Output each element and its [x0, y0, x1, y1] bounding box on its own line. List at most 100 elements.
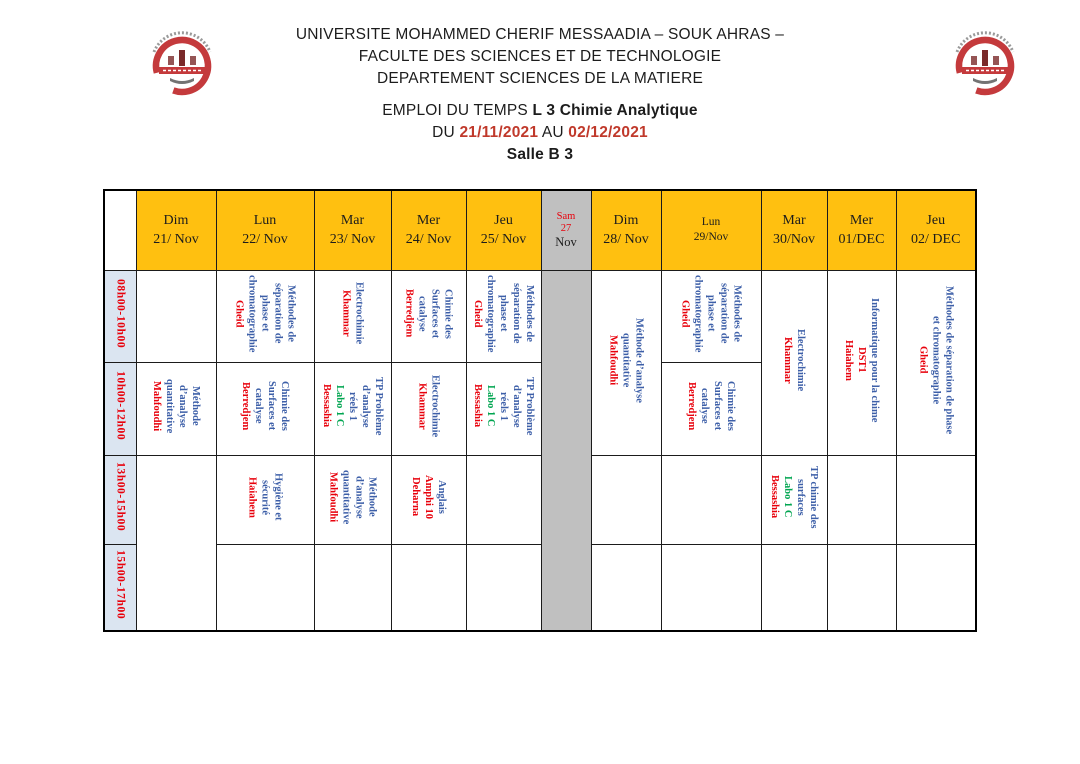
day-header-line: Jeu — [926, 213, 946, 229]
day-header-line: Sam — [556, 211, 576, 223]
course-line: phase et — [259, 295, 271, 332]
course-line: Bessashia — [769, 475, 780, 519]
course-line: catalyse — [699, 388, 710, 424]
time-slot-cell: 13h00-15h00 — [103, 454, 137, 545]
course-line: TP Problème — [524, 376, 535, 436]
course-line: Mahfoudhi — [607, 334, 619, 386]
day-header: Jeu 25/ Nov — [465, 189, 542, 271]
course-line: Gheid — [233, 299, 245, 328]
course-cell: Hygiène et sécurité Haiahem — [215, 454, 315, 545]
course-line: TP Problème — [373, 376, 384, 436]
university-name: UNIVERSITE MOHAMMED CHERIF MESSAADIA – S… — [295, 26, 785, 43]
course-line: séparation de — [511, 283, 522, 344]
time-slot-label: 15h00-17h00 — [114, 550, 127, 620]
time-slot-cell: 15h00-17h00 — [103, 543, 137, 632]
day-header: Mer 01/DEC — [826, 189, 897, 271]
document-header: UNIVERSITE MOHAMMED CHERIF MESSAADIA – S… — [0, 24, 1080, 166]
course-cell: Méthodes de séparation de phase et chroma… — [895, 269, 977, 456]
course-line: séparation de — [718, 283, 730, 344]
day-header-line: 29/Nov — [693, 231, 729, 244]
course-line: chromatographie — [692, 274, 704, 353]
course-line: chromatographie — [485, 274, 496, 353]
course-line: Labo 1 C — [485, 385, 496, 427]
day-header-line: Mer — [849, 213, 874, 229]
course-line: d’analyse — [177, 384, 188, 428]
course-line: quantitative — [620, 332, 632, 388]
course-line: Berredjem — [686, 381, 697, 431]
empty-cell — [313, 543, 392, 632]
empty-cell — [390, 543, 467, 632]
day-header: Lun 29/Nov — [660, 189, 762, 271]
course-line: Mahfoudhi — [327, 471, 339, 523]
class-name: L 3 Chimie Analytique — [532, 102, 698, 119]
course-line: Gheid — [917, 346, 929, 374]
timetable: Dim 21/ Nov Lun 22/ Nov Mar 23/ Nov Mer 24/ Nov… — [103, 189, 977, 632]
empty-cell — [660, 454, 762, 545]
empty-cell — [465, 454, 542, 545]
day-header-off: Sam 27 Nov — [540, 189, 592, 271]
course-text: Méthode d’analyse quantitative Mahfoudhi — [607, 318, 646, 403]
empty-cell — [590, 454, 662, 545]
course-line: sécurité — [259, 479, 271, 515]
course-cell: Méthode d’analyse quantitative Mahfoudhi — [313, 454, 392, 545]
course-cell: Electrochimie Khammar — [390, 361, 467, 456]
course-text: Anglais Amphi 10 Deharna — [409, 475, 448, 519]
course-line: Amphi 10 — [423, 474, 434, 520]
course-line: Anglais — [436, 480, 447, 514]
course-line: Haiahem — [246, 476, 258, 518]
course-text: Méthode d’analyse quantitative Mahfoudhi — [327, 470, 379, 524]
corner-cell — [103, 189, 137, 271]
day-header-line: Dim — [163, 213, 189, 229]
empty-cell — [135, 269, 217, 363]
course-line: Haiahem — [843, 339, 854, 381]
day-header-line: 28/ Nov — [603, 232, 649, 248]
course-line: Chimie des — [442, 288, 454, 339]
day-header: Lun 22/ Nov — [215, 189, 315, 271]
course-cell: Chimie des Surfaces et catalyse Berredjem — [660, 361, 762, 456]
course-text: Chimie des Surfaces et catalyse Berredjem — [685, 381, 737, 431]
day-header: Dim 28/ Nov — [590, 189, 662, 271]
empty-cell — [826, 454, 897, 545]
course-line: Labo 1 C — [782, 476, 793, 518]
course-line: Berredjem — [403, 289, 415, 338]
course-cell: Electrochimie Khammar — [760, 269, 828, 456]
course-text: Méthodes de séparation de phase et chromato… — [471, 275, 536, 352]
course-cell: Chimie des Surfaces et catalyse Berredjem — [215, 361, 315, 456]
day-header-line: 02/ DEC — [911, 232, 961, 248]
day-header-line: Dim — [613, 213, 639, 229]
course-cell: TP Problème d’analyse réels 1 Labo 1 C Bessa… — [313, 361, 392, 456]
course-text: Méthodes de séparation de phase et chromato… — [233, 275, 298, 352]
empty-cell — [660, 543, 762, 632]
day-header-line: 30/Nov — [773, 232, 815, 248]
course-line: Gheid — [472, 299, 483, 328]
course-line: séparation de — [272, 283, 284, 344]
day-header-line: 25/ Nov — [480, 232, 527, 248]
day-header: Dim 21/ Nov — [135, 189, 217, 271]
course-line: TP chimie des — [808, 465, 819, 529]
day-header-line: 24/ Nov — [405, 232, 452, 248]
day-header: Jeu 02/ DEC — [895, 189, 977, 271]
day-header: Mer 24/ Nov — [390, 189, 467, 271]
course-text: Chimie des Surfaces et catalyse Berredjem — [403, 289, 455, 339]
course-line: Gheid — [679, 299, 691, 328]
day-header-line: 01/DEC — [838, 232, 885, 248]
day-header-line: Jeu — [494, 213, 513, 229]
course-line: Chimie des — [279, 381, 290, 431]
course-line: Electrochimie — [429, 374, 441, 438]
course-line: catalyse — [253, 388, 264, 424]
course-line: Méthode d’analyse — [633, 317, 645, 403]
course-cell: TP Problème d’analyse réels 1 Labo 1 C Bessa… — [465, 361, 542, 456]
department-name: DEPARTEMENT SCIENCES DE LA MATIERE — [376, 70, 704, 87]
course-text: TP chimie des surfaces Labo 1 C Bessashia — [768, 466, 820, 528]
course-line: Khammar — [782, 336, 793, 384]
course-line: Méthodes de — [731, 285, 743, 342]
room-label: Salle B 3 — [506, 146, 574, 163]
empty-cell — [135, 454, 217, 632]
course-line: Electrochimie — [795, 328, 806, 392]
course-line: phase et — [498, 295, 509, 332]
course-text: Electrochimie Khammar — [416, 375, 442, 437]
day-header-line: Lun — [253, 213, 277, 229]
course-line: réels 1 — [498, 391, 509, 421]
course-line: d’analyse — [360, 384, 371, 428]
course-cell: Méthode d’analyse quantitative Mahfoudhi — [135, 361, 217, 456]
